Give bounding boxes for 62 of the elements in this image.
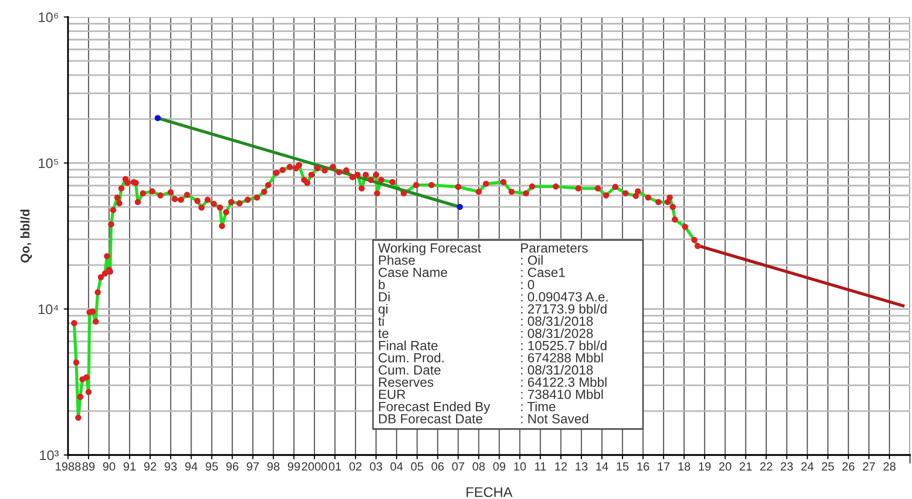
- text: Forecast Ended By : Time: [379, 402, 556, 414]
- x-tick-label: 14: [596, 462, 608, 470]
- x-tick-label: 15: [616, 462, 629, 471]
- text: Di : 0.090473 A.e.: [379, 292, 608, 302]
- x-tick-label: 19: [698, 462, 711, 471]
- x-tick-label: 06: [432, 462, 444, 471]
- text: te : 08/31/2028: [378, 328, 593, 338]
- x-tick-label: 26: [842, 462, 854, 471]
- x-tick-label: 11: [535, 462, 546, 470]
- y-tick-label: 10⁵: [38, 158, 58, 168]
- x-tick-label: 95: [206, 462, 218, 471]
- text: DB Forecast Date : Not Saved: [379, 414, 588, 424]
- x-tick-label: 12: [555, 462, 567, 470]
- y-tick-label: 10⁴: [38, 304, 58, 314]
- x-tick-label: 25: [822, 462, 834, 471]
- x-tick-label: 91: [124, 462, 136, 471]
- y-tick-label: 10³: [40, 450, 59, 460]
- x-tick-label: 27: [862, 462, 875, 470]
- x-tick-label: 97: [246, 462, 259, 471]
- text: Case Name : Case1: [378, 268, 565, 278]
- x-tick-label: 98: [267, 462, 280, 471]
- x-tick-label: 01: [328, 462, 341, 471]
- x-tick-label: 18: [678, 462, 690, 471]
- x-tick-label: 05: [411, 462, 424, 471]
- text: Working Forecast Parameters: [378, 242, 588, 256]
- x-tick-label: 99: [288, 462, 300, 471]
- x-tick-label: 93: [164, 462, 177, 471]
- x-tick-label: 03: [370, 462, 382, 471]
- x-tick-label: 08: [472, 462, 485, 471]
- x-tick-label: 20: [719, 462, 732, 471]
- x-tick-label: 2000: [302, 462, 328, 471]
- text: Cum. Date : 08/31/2018: [378, 364, 593, 375]
- x-tick-label: 92: [144, 462, 156, 471]
- y-tick-label: 10⁶: [38, 12, 58, 22]
- text: qi : 27173.9 bbl/d: [378, 304, 606, 316]
- x-tick-label: 23: [780, 462, 793, 471]
- text: EUR : 738410 Mbbl: [379, 389, 603, 400]
- x-tick-label: 07: [452, 462, 464, 471]
- x-tick-label: 28: [883, 462, 896, 471]
- x-tick-label: 1988: [56, 462, 81, 471]
- x-tick-label: 24: [801, 462, 814, 470]
- text: Reserves : 64122.3 Mbbl: [379, 377, 606, 387]
- x-tick-label: 10: [514, 462, 526, 471]
- x-tick-label: 21: [740, 462, 752, 470]
- x-tick-label: 96: [226, 462, 238, 471]
- text: Phase : Oil: [379, 255, 543, 265]
- x-tick-label: 17: [658, 462, 670, 470]
- x-tick-label: 94: [185, 462, 198, 471]
- x-tick-label: 22: [760, 462, 772, 470]
- text: ti : 08/31/2018: [378, 316, 593, 326]
- x-tick-label: 04: [390, 462, 403, 471]
- text: b : 0: [378, 280, 534, 290]
- x-tick-label: 13: [576, 462, 588, 471]
- text: Cum. Prod. : 674288 Mbbl: [378, 352, 603, 362]
- text: Final Rate : 10525.7 bbl/d: [379, 340, 606, 350]
- x-axis-title: FECHA: [466, 487, 513, 498]
- x-tick-label: 09: [493, 462, 506, 471]
- x-tick-label: 90: [103, 462, 116, 471]
- x-tick-label: 16: [637, 462, 650, 471]
- x-tick-label: 02: [349, 462, 362, 471]
- x-tick-label: 89: [82, 462, 95, 471]
- y-axis-title: Qo, bbl/d: [20, 210, 32, 263]
